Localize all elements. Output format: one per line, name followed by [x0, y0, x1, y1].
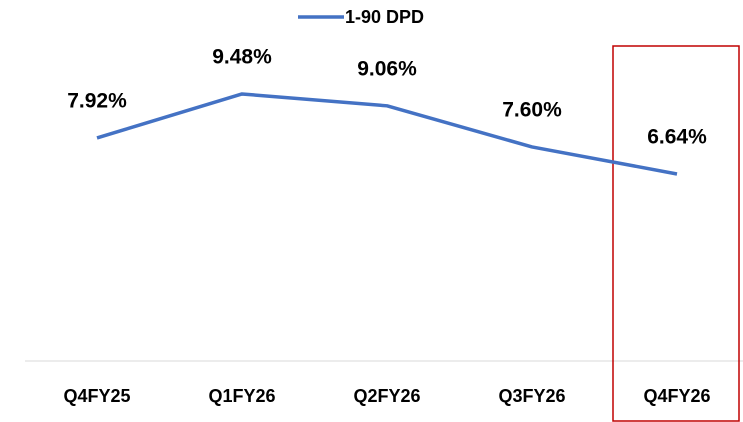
- series-line: [96, 92, 678, 176]
- data-label: 6.64%: [647, 126, 707, 149]
- data-label: 9.48%: [212, 46, 272, 69]
- x-tick-label: Q3FY26: [498, 386, 565, 406]
- x-tick-label: Q2FY26: [353, 386, 420, 406]
- x-tick-label: Q1FY26: [208, 386, 275, 406]
- data-label: 9.06%: [357, 57, 417, 80]
- legend-label: 1-90 DPD: [345, 7, 424, 27]
- x-tick-label: Q4FY25: [63, 386, 130, 406]
- highlight-box: [612, 45, 740, 422]
- x-tick-label: Q4FY26: [643, 386, 710, 406]
- data-label: 7.60%: [502, 98, 562, 121]
- data-label: 7.92%: [67, 89, 127, 112]
